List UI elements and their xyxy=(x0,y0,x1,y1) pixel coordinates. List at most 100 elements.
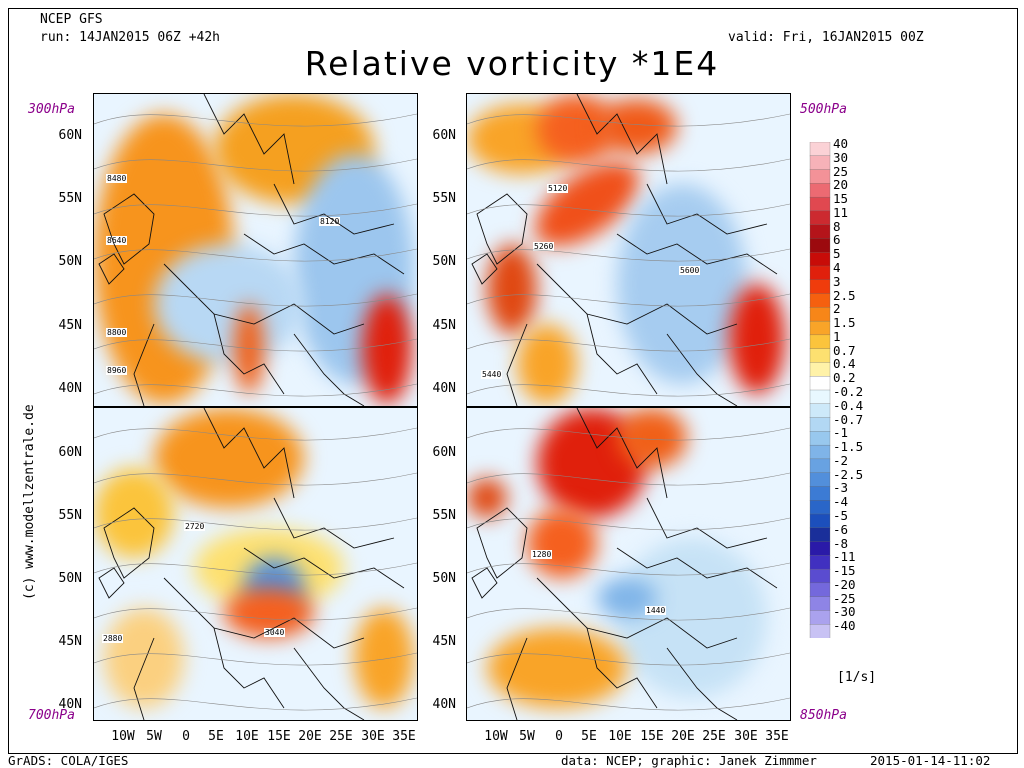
coastline-path xyxy=(293,647,365,720)
colorbar-label: 0.4 xyxy=(833,356,856,372)
unit-label: [1/s] xyxy=(837,670,877,685)
contour-label: 8800 xyxy=(106,328,128,337)
height-contour xyxy=(467,338,790,352)
vorticity-area xyxy=(354,608,414,708)
height-contour xyxy=(467,383,790,397)
colorbar-label: 3 xyxy=(833,273,841,289)
colorbar-label: 4 xyxy=(833,260,841,275)
latitude-label: 45N xyxy=(58,318,82,333)
coastline-path xyxy=(103,507,155,579)
colorbar-swatch xyxy=(809,527,831,543)
colorbar xyxy=(809,142,831,638)
colorbar-swatch xyxy=(809,142,831,157)
coastline-path xyxy=(203,408,295,499)
colorbar-label: 1 xyxy=(833,328,841,344)
latitude-label: 55N xyxy=(432,508,456,523)
colorbar-swatch xyxy=(809,196,831,212)
height-contour xyxy=(94,562,417,576)
coastline-path xyxy=(163,577,365,649)
longitude-label: 35E xyxy=(765,729,789,744)
coastline-path xyxy=(586,313,658,395)
copyright-label: (c) www.modellzentrale.de xyxy=(22,404,37,600)
colorbar-swatch xyxy=(809,334,831,350)
longitude-label: 10E xyxy=(608,729,632,744)
colorbar-label: 25 xyxy=(833,163,849,179)
colorbar-label: -1 xyxy=(833,425,849,441)
colorbar-swatch xyxy=(809,389,831,405)
longitude-label: 0 xyxy=(555,729,563,744)
latitude-label: 50N xyxy=(432,254,456,269)
longitude-label: 15E xyxy=(640,729,664,744)
contour-label: 2880 xyxy=(102,634,124,643)
vorticity-area xyxy=(154,244,304,364)
colorbar-swatch xyxy=(809,555,831,570)
colorbar-swatch xyxy=(809,541,831,556)
contour-label: 2720 xyxy=(184,522,206,531)
coastline-path xyxy=(213,313,285,395)
colorbar-label: -0.2 xyxy=(833,384,864,399)
colorbar-label: 30 xyxy=(833,149,849,165)
height-contour xyxy=(467,293,790,307)
coastline-path xyxy=(476,193,528,265)
longitude-label: 0 xyxy=(182,729,190,744)
coastline-path xyxy=(133,637,155,720)
coastline-path xyxy=(536,263,738,335)
colorbar-label: -25 xyxy=(833,590,856,606)
latitude-label: 40N xyxy=(58,697,82,712)
latitude-label: 60N xyxy=(432,128,456,143)
model-label: NCEP GFS xyxy=(40,12,103,27)
colorbar-swatch xyxy=(809,417,831,432)
latitude-label: 50N xyxy=(432,571,456,586)
colorbar-swatch xyxy=(809,431,831,446)
height-contour xyxy=(467,697,790,711)
colorbar-label: 0.7 xyxy=(833,342,856,358)
coastline-overlay xyxy=(467,94,790,406)
colorbar-label: -0.7 xyxy=(833,411,864,427)
level-label-500: 500hPa xyxy=(800,102,847,117)
height-contour xyxy=(467,248,790,262)
coastline-path xyxy=(616,547,778,589)
coastline-path xyxy=(98,253,125,285)
colorbar-label: -20 xyxy=(833,576,856,592)
coastline-path xyxy=(243,547,405,589)
longitude-label: 15E xyxy=(267,729,291,744)
height-contour xyxy=(467,652,790,666)
map-panel-700hpa: 2720 2880 3040 xyxy=(93,407,418,721)
colorbar-label: -2 xyxy=(833,452,849,468)
coastline-path xyxy=(243,233,405,275)
colorbar-label: 6 xyxy=(833,232,841,248)
coastline-overlay xyxy=(94,94,417,406)
height-contour xyxy=(94,338,417,352)
colorbar-label: 1.5 xyxy=(833,315,856,331)
coastline-path xyxy=(476,507,528,579)
colorbar-label: -30 xyxy=(833,604,856,620)
longitude-label: 25E xyxy=(329,729,353,744)
longitude-label: 10E xyxy=(235,729,259,744)
map-panel-850hpa: 1280 1440 xyxy=(466,407,791,721)
height-contour xyxy=(94,113,417,127)
colorbar-swatch xyxy=(809,320,831,336)
height-contour xyxy=(467,562,790,576)
colorbar-label: -6 xyxy=(833,521,849,537)
longitude-label: 30E xyxy=(734,729,758,744)
map-panel-300hpa: 8480 8640 8120 8800 8960 xyxy=(93,93,418,407)
latitude-label: 60N xyxy=(432,445,456,460)
colorbar-label: 5 xyxy=(833,246,841,262)
colorbar-swatch xyxy=(809,596,831,611)
coastline-path xyxy=(98,567,125,599)
vorticity-area xyxy=(487,244,537,334)
contour-label: 8480 xyxy=(106,174,128,183)
latitude-label: 45N xyxy=(58,634,82,649)
coastline-path xyxy=(506,637,528,720)
colorbar-swatch xyxy=(809,458,831,474)
coastline-path xyxy=(273,497,395,549)
latitude-label: 55N xyxy=(432,191,456,206)
contour-label: 8120 xyxy=(319,217,341,226)
height-contour xyxy=(467,158,790,172)
coastline-path xyxy=(576,94,668,185)
vorticity-area xyxy=(362,294,412,404)
coastline-path xyxy=(273,183,395,235)
run-label: run: 14JAN2015 06Z +42h xyxy=(40,30,221,45)
height-contour xyxy=(467,517,790,531)
